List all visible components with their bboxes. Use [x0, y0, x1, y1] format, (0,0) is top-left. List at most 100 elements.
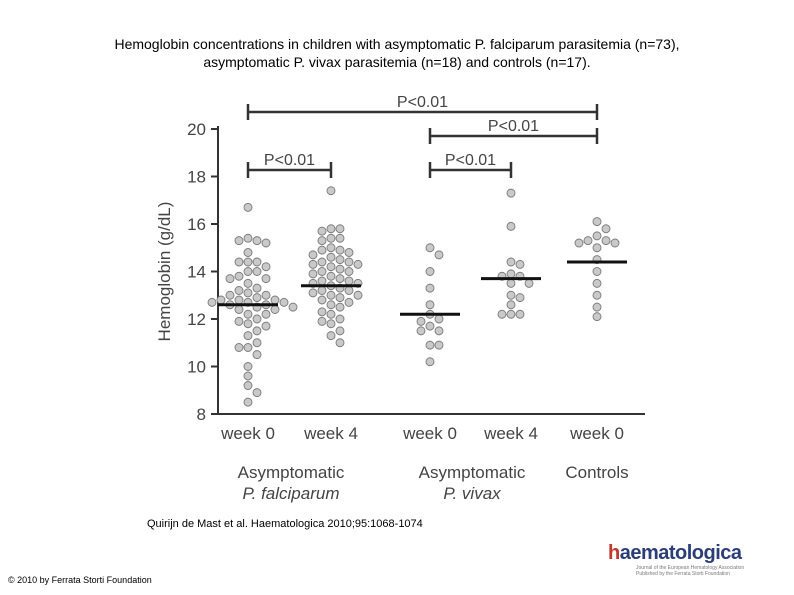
- data-point: [344, 257, 354, 267]
- data-point: [344, 297, 354, 307]
- y-tick-label: 10: [187, 358, 206, 377]
- data-point: [243, 267, 253, 276]
- data-point: [216, 295, 226, 305]
- data-point: [425, 340, 435, 350]
- data-point: [270, 295, 280, 305]
- data-point: [270, 305, 280, 314]
- data-point: [592, 243, 602, 253]
- data-point: [506, 188, 516, 198]
- significance-label: P<0.01: [264, 152, 315, 169]
- logo-tagline-2: Published by the Ferrata Storti Foundati…: [636, 571, 730, 577]
- significance-label: P<0.01: [445, 152, 496, 169]
- data-point: [515, 293, 525, 303]
- data-point: [592, 290, 602, 300]
- data-point: [234, 316, 244, 326]
- data-point: [506, 269, 516, 279]
- data-point: [279, 297, 289, 307]
- data-point: [234, 257, 244, 267]
- data-point: [326, 300, 336, 310]
- title-line-2: asymptomatic P. vivax parasitemia (n=18)…: [203, 54, 591, 70]
- data-point: [425, 321, 435, 331]
- data-point: [252, 267, 262, 276]
- data-point: [317, 236, 327, 246]
- data-point: [344, 267, 354, 276]
- data-point: [243, 288, 253, 298]
- data-point: [252, 257, 262, 267]
- logo-tagline: Journal of the European Hematology Assoc…: [636, 565, 744, 577]
- data-point: [335, 326, 345, 336]
- data-point: [592, 267, 602, 276]
- data-point: [592, 302, 602, 312]
- data-point: [344, 276, 354, 286]
- data-point: [308, 250, 318, 260]
- data-point: [326, 271, 336, 281]
- data-point: [425, 300, 435, 310]
- data-point: [425, 267, 435, 276]
- group-label: week 4: [303, 424, 358, 443]
- data-point: [326, 319, 336, 329]
- data-point: [252, 326, 262, 336]
- logo-h: h: [608, 542, 620, 564]
- data-point: [601, 224, 611, 234]
- data-point: [261, 309, 271, 319]
- data-point: [506, 257, 516, 267]
- data-point: [326, 233, 336, 243]
- data-point: [317, 257, 327, 267]
- data-point: [434, 314, 444, 324]
- data-point: [335, 338, 345, 348]
- data-point: [243, 202, 253, 212]
- group-label: week 0: [220, 424, 275, 443]
- data-point: [308, 269, 318, 279]
- data-point: [252, 388, 262, 398]
- data-point: [506, 278, 516, 288]
- data-point: [326, 309, 336, 319]
- y-tick-label: 16: [187, 215, 206, 234]
- y-tick-label: 20: [187, 120, 206, 139]
- chart-title: Hemoglobin concentrations in children wi…: [20, 35, 774, 71]
- category-label: Asymptomatic: [419, 463, 526, 482]
- data-point: [243, 397, 253, 407]
- data-point: [515, 259, 525, 269]
- data-point: [425, 357, 435, 367]
- logo-wordmark: haematologica: [608, 542, 742, 565]
- data-point: [243, 362, 253, 371]
- data-point: [434, 340, 444, 350]
- data-point: [252, 338, 262, 348]
- data-point: [506, 221, 516, 231]
- title-line-1: Hemoglobin concentrations in children wi…: [114, 36, 680, 52]
- data-point: [592, 217, 602, 227]
- data-point: [225, 290, 235, 300]
- data-point: [326, 290, 336, 300]
- data-point: [243, 371, 253, 381]
- data-point: [515, 309, 525, 319]
- data-point: [261, 262, 271, 272]
- data-point: [583, 236, 593, 246]
- data-point: [335, 302, 345, 312]
- data-point: [425, 283, 435, 293]
- data-point: [335, 224, 345, 234]
- data-point: [416, 326, 426, 336]
- data-point: [317, 307, 327, 317]
- data-point: [317, 226, 327, 236]
- data-point: [335, 233, 345, 243]
- data-point: [252, 314, 262, 324]
- citation: Quirijn de Mast et al. Haematologica 201…: [147, 518, 423, 530]
- data-point: [243, 343, 253, 352]
- data-point: [317, 245, 327, 255]
- category-label-italic: P. falciparum: [242, 484, 339, 503]
- y-axis-label: Hemoglobin (g/dL): [155, 202, 174, 342]
- group-label: week 4: [483, 424, 538, 443]
- data-point: [416, 316, 426, 326]
- data-point: [353, 259, 363, 269]
- data-point: [335, 245, 345, 255]
- logo-word: aematologica: [619, 542, 742, 564]
- data-point: [261, 238, 271, 248]
- category-label-italic: P. vivax: [443, 484, 501, 503]
- haematologica-logo: haematologica Journal of the European He…: [598, 542, 778, 578]
- data-point: [234, 286, 244, 295]
- group-label: week 0: [402, 424, 457, 443]
- data-point: [261, 290, 271, 300]
- data-point: [252, 350, 262, 360]
- data-point: [252, 236, 262, 246]
- significance-label: P<0.01: [488, 118, 539, 135]
